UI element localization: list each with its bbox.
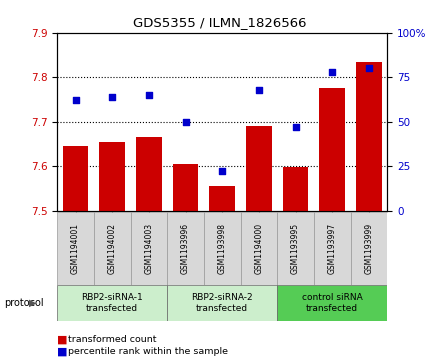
FancyBboxPatch shape: [94, 212, 131, 285]
Text: GSM1193996: GSM1193996: [181, 223, 190, 274]
Text: GSM1194003: GSM1194003: [144, 223, 154, 274]
Text: ■: ■: [57, 346, 68, 356]
Text: RBP2-siRNA-2
transfected: RBP2-siRNA-2 transfected: [191, 293, 253, 313]
Bar: [246, 126, 272, 211]
Text: control siRNA
transfected: control siRNA transfected: [302, 293, 363, 313]
FancyBboxPatch shape: [314, 212, 351, 285]
Text: GSM1194001: GSM1194001: [71, 223, 80, 274]
FancyBboxPatch shape: [167, 285, 277, 321]
Text: GDS5355 / ILMN_1826566: GDS5355 / ILMN_1826566: [133, 16, 307, 29]
Bar: [173, 164, 198, 211]
Bar: [209, 186, 235, 211]
Text: ■: ■: [57, 334, 68, 344]
Point: [329, 69, 336, 75]
Text: ▶: ▶: [29, 298, 37, 308]
Text: RBP2-siRNA-1
transfected: RBP2-siRNA-1 transfected: [81, 293, 143, 313]
FancyBboxPatch shape: [131, 212, 167, 285]
Point: [365, 65, 372, 71]
Point: [72, 97, 79, 103]
Point: [182, 119, 189, 125]
Bar: [283, 167, 308, 211]
Point: [255, 87, 262, 93]
FancyBboxPatch shape: [204, 212, 241, 285]
Bar: [136, 137, 162, 211]
FancyBboxPatch shape: [57, 212, 94, 285]
Point: [292, 124, 299, 130]
Point: [109, 94, 116, 99]
Text: GSM1194002: GSM1194002: [108, 223, 117, 274]
Text: GSM1193998: GSM1193998: [218, 223, 227, 274]
Text: GSM1194000: GSM1194000: [254, 223, 264, 274]
FancyBboxPatch shape: [57, 285, 167, 321]
Point: [145, 92, 152, 98]
Text: GSM1193999: GSM1193999: [364, 223, 374, 274]
FancyBboxPatch shape: [167, 212, 204, 285]
Text: transformed count: transformed count: [68, 335, 157, 344]
FancyBboxPatch shape: [277, 212, 314, 285]
Bar: [63, 146, 88, 211]
FancyBboxPatch shape: [241, 212, 277, 285]
Point: [219, 168, 226, 174]
Bar: [99, 142, 125, 211]
FancyBboxPatch shape: [277, 285, 387, 321]
Text: GSM1193995: GSM1193995: [291, 223, 300, 274]
Text: GSM1193997: GSM1193997: [328, 223, 337, 274]
FancyBboxPatch shape: [351, 212, 387, 285]
Bar: [319, 88, 345, 211]
Text: percentile rank within the sample: percentile rank within the sample: [68, 347, 228, 356]
Text: protocol: protocol: [4, 298, 44, 308]
Bar: [356, 62, 382, 211]
